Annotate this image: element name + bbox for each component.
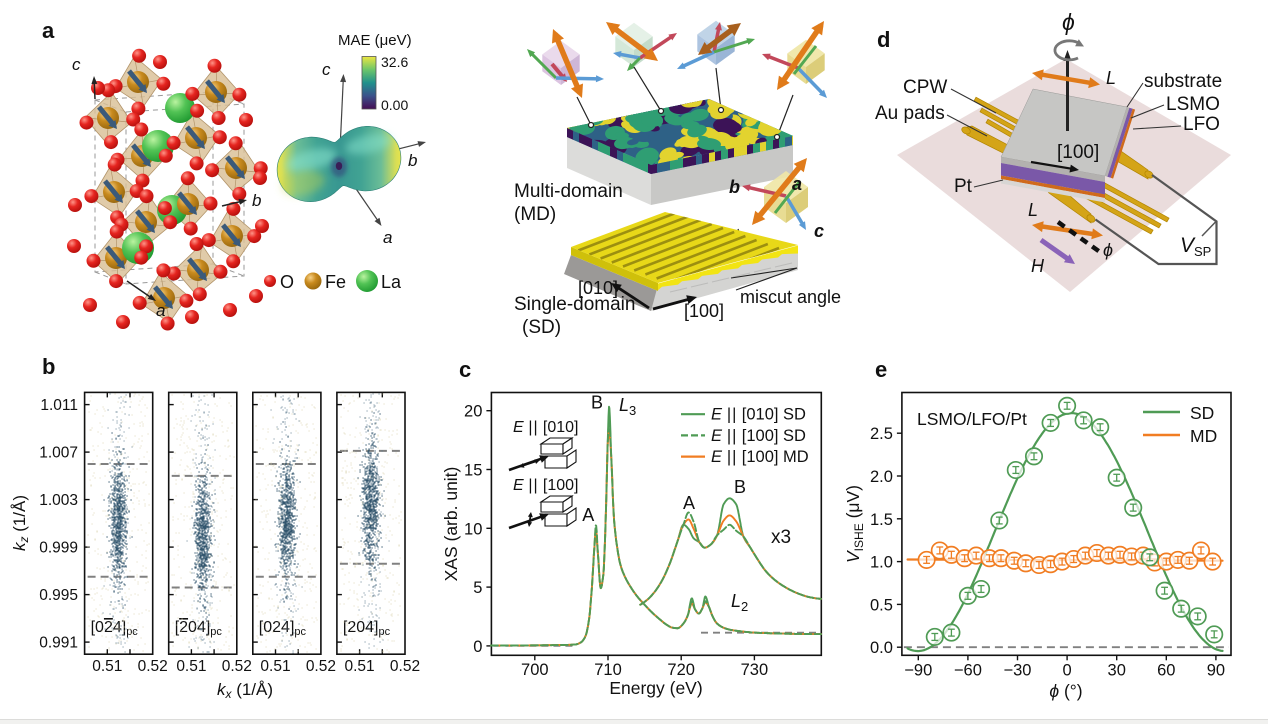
svg-text:1.5: 1.5 xyxy=(870,511,893,529)
svg-text:a: a xyxy=(42,18,55,43)
svg-text:LFO: LFO xyxy=(1183,114,1220,135)
svg-text:a: a xyxy=(383,228,392,247)
svg-text:miscut angle: miscut angle xyxy=(740,287,841,307)
svg-text:L2: L2 xyxy=(731,591,748,614)
svg-text:(MD): (MD) xyxy=(514,204,556,225)
svg-text:SD: SD xyxy=(1190,403,1214,423)
svg-text:x3: x3 xyxy=(771,527,791,548)
svg-text:MAE (μeV): MAE (μeV) xyxy=(338,32,412,49)
svg-text:−90: −90 xyxy=(904,662,932,680)
svg-text:La: La xyxy=(381,272,402,292)
svg-text:1.011: 1.011 xyxy=(40,397,78,414)
svg-text:e: e xyxy=(875,357,887,382)
svg-text:720: 720 xyxy=(667,661,695,679)
svg-text:0.52: 0.52 xyxy=(390,658,420,675)
svg-text:ϕ: ϕ xyxy=(1062,9,1075,35)
svg-text:0.52: 0.52 xyxy=(306,658,336,675)
svg-text:Au pads: Au pads xyxy=(875,103,945,124)
svg-text:0: 0 xyxy=(473,638,482,656)
svg-text:d: d xyxy=(877,27,890,52)
svg-text:c: c xyxy=(459,357,471,382)
svg-text:710: 710 xyxy=(594,661,622,679)
svg-text:15: 15 xyxy=(464,462,482,480)
svg-text:VSP: VSP xyxy=(1180,234,1211,259)
svg-text:ϕ (°): ϕ (°) xyxy=(1049,681,1082,701)
svg-text:kz (1/Å): kz (1/Å) xyxy=(10,495,31,551)
svg-text:Single-domain: Single-domain xyxy=(514,294,635,315)
svg-text:Pt: Pt xyxy=(954,176,973,197)
svg-text:b: b xyxy=(729,177,740,197)
svg-text:2.5: 2.5 xyxy=(870,425,893,443)
svg-text:Energy (eV): Energy (eV) xyxy=(609,678,702,698)
svg-text:0.991: 0.991 xyxy=(39,635,78,652)
svg-text:MD: MD xyxy=(1190,426,1217,446)
svg-text:0.51: 0.51 xyxy=(176,658,206,675)
svg-text:0.52: 0.52 xyxy=(222,658,252,675)
svg-text:LSMO: LSMO xyxy=(1166,94,1220,115)
svg-text:CPW: CPW xyxy=(903,77,947,98)
svg-text:E || [010]: E || [010] xyxy=(513,419,578,436)
svg-text:a: a xyxy=(156,301,165,320)
svg-text:b: b xyxy=(252,191,261,210)
svg-text:E || [010] SD: E || [010] SD xyxy=(711,406,806,424)
svg-text:0.5: 0.5 xyxy=(870,596,893,614)
svg-text:2.0: 2.0 xyxy=(870,468,893,486)
svg-text:E || [100]: E || [100] xyxy=(513,477,578,494)
svg-text:c: c xyxy=(814,221,824,241)
svg-text:B: B xyxy=(591,393,603,413)
svg-text:0.51: 0.51 xyxy=(92,658,122,675)
svg-text:E || [100] MD: E || [100] MD xyxy=(711,448,809,466)
svg-text:30: 30 xyxy=(1108,662,1126,680)
svg-text:0.995: 0.995 xyxy=(39,587,78,604)
svg-text:1.007: 1.007 xyxy=(39,445,78,462)
svg-text:ϕ: ϕ xyxy=(1103,240,1113,260)
svg-text:c: c xyxy=(72,55,81,74)
svg-text:−60: −60 xyxy=(954,662,982,680)
svg-text:substrate: substrate xyxy=(1144,71,1222,92)
svg-text:LSMO/LFO/Pt: LSMO/LFO/Pt xyxy=(917,409,1027,429)
svg-text:O: O xyxy=(280,272,294,292)
svg-text:1.003: 1.003 xyxy=(39,492,78,509)
svg-text:XAS (arb. unit): XAS (arb. unit) xyxy=(441,467,461,582)
svg-text:H: H xyxy=(1031,256,1045,276)
svg-text:60: 60 xyxy=(1157,662,1175,680)
svg-text:730: 730 xyxy=(741,661,769,679)
svg-text:0.00: 0.00 xyxy=(381,97,408,113)
svg-text:32.6: 32.6 xyxy=(381,54,408,70)
svg-text:10: 10 xyxy=(464,520,482,538)
svg-text:0.51: 0.51 xyxy=(345,658,375,675)
svg-text:700: 700 xyxy=(521,661,549,679)
svg-text:−30: −30 xyxy=(1004,662,1032,680)
svg-text:5: 5 xyxy=(473,579,482,597)
svg-text:c: c xyxy=(322,60,331,79)
svg-text:Fe: Fe xyxy=(325,272,346,292)
svg-text:B: B xyxy=(734,477,746,497)
svg-text:20: 20 xyxy=(464,403,482,421)
svg-text:E || [100] SD: E || [100] SD xyxy=(711,427,806,445)
svg-text:L: L xyxy=(1106,68,1116,88)
svg-text:VISHE (μV): VISHE (μV) xyxy=(843,485,866,563)
svg-text:0: 0 xyxy=(1063,662,1072,680)
svg-text:L: L xyxy=(1028,200,1038,220)
svg-text:L3: L3 xyxy=(619,395,636,418)
svg-text:A: A xyxy=(683,493,695,513)
svg-text:a: a xyxy=(792,174,802,194)
svg-text:b: b xyxy=(42,354,55,379)
svg-text:90: 90 xyxy=(1207,662,1225,680)
svg-text:(SD): (SD) xyxy=(522,317,561,338)
svg-text:kx (1/Å): kx (1/Å) xyxy=(217,680,273,701)
svg-text:b: b xyxy=(408,151,417,170)
svg-text:0.52: 0.52 xyxy=(138,658,168,675)
svg-text:[100]: [100] xyxy=(1057,142,1099,163)
svg-text:0.51: 0.51 xyxy=(260,658,290,675)
svg-text:[100]: [100] xyxy=(684,301,724,321)
svg-text:1.0: 1.0 xyxy=(870,554,893,572)
svg-text:A: A xyxy=(582,505,594,525)
svg-text:0.0: 0.0 xyxy=(870,639,893,657)
svg-text:0.999: 0.999 xyxy=(39,540,78,557)
svg-text:[010]: [010] xyxy=(578,278,618,298)
svg-text:Multi-domain: Multi-domain xyxy=(514,181,623,202)
